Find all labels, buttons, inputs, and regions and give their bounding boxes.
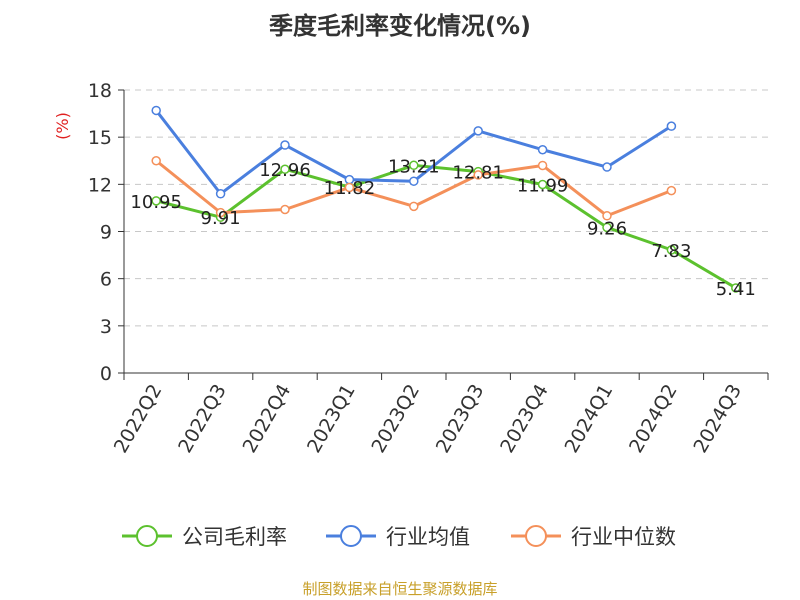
data-label: 13.21 xyxy=(388,156,440,177)
y-tick-label: 3 xyxy=(100,316,112,338)
y-tick-label: 12 xyxy=(88,174,112,196)
legend-item-1[interactable]: 公司毛利率 xyxy=(122,525,287,549)
x-tick-label: 2022Q2 xyxy=(110,381,167,457)
x-tick-label: 2022Q4 xyxy=(239,381,296,457)
data-point[interactable] xyxy=(666,245,677,255)
source-footer: 制图数据来自恒生聚源数据库 xyxy=(302,580,498,598)
legend-marker xyxy=(525,525,547,547)
data-labels: 10.95 9.91 12.96 11.82 13.21 12.81 11.99 9.26 7.… xyxy=(130,156,755,300)
x-tick-label: 2023Q4 xyxy=(496,381,553,457)
data-label: 12.96 xyxy=(259,160,311,181)
data-label: 9.91 xyxy=(201,208,241,229)
y-tick-label: 15 xyxy=(88,127,112,149)
data-label: 9.26 xyxy=(587,218,627,239)
data-point[interactable] xyxy=(151,105,161,116)
data-point[interactable] xyxy=(280,140,290,150)
legend-label: 行业均值 xyxy=(386,525,470,549)
series-line xyxy=(155,163,737,290)
data-point[interactable] xyxy=(666,121,677,131)
data-point[interactable] xyxy=(215,207,226,218)
chart-title: 季度毛利率变化情况(%) xyxy=(269,12,531,40)
data-point[interactable] xyxy=(151,156,161,166)
y-tick-label: 9 xyxy=(100,222,112,244)
data-point[interactable] xyxy=(602,222,612,233)
data-point[interactable] xyxy=(409,160,419,171)
data-point[interactable] xyxy=(409,201,419,212)
x-tick-label: 2023Q3 xyxy=(432,381,489,457)
data-label: 11.82 xyxy=(324,178,376,199)
data-point[interactable] xyxy=(280,164,290,174)
data-point[interactable] xyxy=(215,189,226,199)
y-tick-label: 18 xyxy=(88,80,112,102)
data-point[interactable] xyxy=(409,176,419,186)
legend-item-3[interactable]: 行业中位数 xyxy=(511,525,676,549)
legend-label: 公司毛利率 xyxy=(182,525,287,549)
data-label: 12.81 xyxy=(452,163,504,184)
y-axis-label: (%) xyxy=(53,112,72,140)
data-label: 10.95 xyxy=(130,192,182,213)
legend-label: 行业中位数 xyxy=(571,525,676,549)
legend[interactable]: 公司毛利率 行业均值 行业中位数 xyxy=(122,525,676,549)
series-2 xyxy=(151,105,677,199)
series-3 xyxy=(151,156,677,221)
data-point[interactable] xyxy=(537,160,548,171)
x-tick-label: 2024Q3 xyxy=(689,381,746,457)
data-point[interactable] xyxy=(602,162,612,172)
x-tick-label: 2024Q2 xyxy=(625,381,682,457)
x-tick-label: 2024Q1 xyxy=(561,381,618,457)
series-layer xyxy=(151,105,741,293)
data-point[interactable] xyxy=(602,211,612,221)
data-point[interactable] xyxy=(473,170,483,180)
x-tick-label: 2022Q3 xyxy=(174,381,231,457)
grid-lines xyxy=(124,89,768,327)
data-label: 11.99 xyxy=(517,175,569,196)
legend-marker xyxy=(136,525,158,547)
x-tick-label: 2023Q2 xyxy=(367,381,424,457)
data-label: 7.83 xyxy=(651,241,691,262)
data-point[interactable] xyxy=(537,179,548,190)
y-tick-label: 6 xyxy=(100,269,112,291)
data-point[interactable] xyxy=(731,283,741,293)
data-point[interactable] xyxy=(666,185,677,196)
data-point[interactable] xyxy=(151,196,161,206)
legend-marker xyxy=(340,525,362,547)
data-point[interactable] xyxy=(344,182,355,193)
y-tick-label: 0 xyxy=(100,363,112,385)
x-tick-label: 2023Q1 xyxy=(303,381,360,457)
data-label: 5.41 xyxy=(716,279,756,300)
legend-item-2[interactable]: 行业均值 xyxy=(326,525,470,549)
data-point[interactable] xyxy=(473,126,483,136)
data-point[interactable] xyxy=(537,144,548,155)
data-point[interactable] xyxy=(280,204,290,215)
